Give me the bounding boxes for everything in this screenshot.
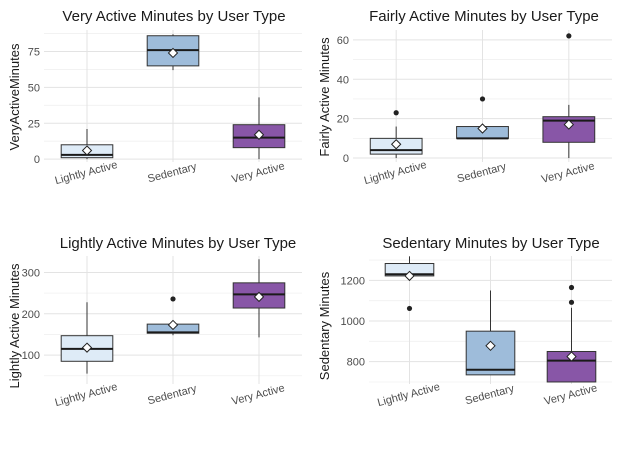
y-tick-label: 1200 bbox=[341, 275, 365, 287]
panel-title: Sedentary Minutes by User Type bbox=[382, 235, 599, 252]
box-sedentary bbox=[146, 34, 200, 71]
box-sedentary bbox=[456, 96, 509, 140]
mean-marker bbox=[81, 342, 93, 353]
box-lightly-active bbox=[60, 302, 114, 374]
y-axis-title: Fairly Active Minutes bbox=[317, 37, 332, 157]
x-tick-label: Lightly Active bbox=[376, 381, 441, 409]
panel-sedentary-minutes: Sedentary Minutes by User Type Sedentary… bbox=[317, 235, 612, 409]
outlier-point bbox=[393, 110, 399, 116]
panel-fairly-active-minutes: Fairly Active Minutes by User Type Fairl… bbox=[317, 8, 612, 187]
outlier-point bbox=[479, 96, 486, 102]
mean-marker bbox=[477, 123, 488, 134]
x-tick-label: Lightly Active bbox=[54, 159, 119, 187]
y-tick-label: 50 bbox=[28, 82, 40, 94]
outlier-point bbox=[566, 33, 572, 39]
y-axis-title: Lightly Active Minutes bbox=[7, 263, 22, 389]
y-tick-label: 800 bbox=[347, 357, 365, 369]
mean-marker bbox=[563, 119, 575, 130]
mean-marker bbox=[167, 47, 179, 59]
box-very-active bbox=[542, 33, 596, 159]
mean-marker bbox=[390, 139, 402, 150]
y-tick-labels: 0 20 40 60 bbox=[337, 35, 349, 165]
mean-marker bbox=[404, 270, 415, 282]
x-tick-label: Sedentary bbox=[464, 383, 516, 408]
x-tick-label: Sedentary bbox=[146, 161, 198, 186]
y-tick-label: 25 bbox=[28, 118, 40, 130]
x-tick-labels: Lightly Active Sedentary Very Active bbox=[54, 159, 286, 187]
y-tick-labels: 100 200 300 bbox=[22, 268, 40, 363]
y-tick-labels: 800 1000 1200 bbox=[341, 275, 365, 368]
panel-title: Lightly Active Minutes by User Type bbox=[60, 235, 297, 252]
mean-marker bbox=[253, 291, 265, 303]
y-tick-label: 300 bbox=[22, 268, 40, 280]
panel-very-active-minutes: Very Active Minutes by User Type VeryAct… bbox=[7, 8, 302, 187]
outlier-point bbox=[568, 299, 575, 305]
y-axis-title: Sedentary Minutes bbox=[317, 271, 332, 380]
x-tick-label: Very Active bbox=[543, 382, 599, 408]
box-lightly-active bbox=[369, 110, 423, 159]
box-sedentary bbox=[465, 290, 516, 376]
panel-title: Fairly Active Minutes by User Type bbox=[369, 8, 599, 25]
y-tick-label: 60 bbox=[337, 35, 349, 47]
y-tick-labels: 0 25 50 75 bbox=[28, 47, 40, 167]
y-tick-label: 100 bbox=[22, 350, 40, 362]
box-very-active bbox=[232, 97, 286, 160]
panel-title: Very Active Minutes by User Type bbox=[62, 8, 285, 25]
box-lightly-active bbox=[60, 129, 114, 160]
outlier-point bbox=[568, 284, 575, 291]
y-tick-label: 0 bbox=[343, 153, 349, 165]
y-axis-title: VeryActiveMinutes bbox=[7, 43, 22, 150]
box-lightly-active bbox=[384, 256, 435, 312]
mean-marker bbox=[566, 351, 577, 362]
x-tick-label: Very Active bbox=[230, 382, 286, 408]
y-tick-label: 200 bbox=[22, 309, 40, 321]
x-tick-label: Very Active bbox=[540, 160, 596, 186]
box-very-active bbox=[232, 259, 286, 338]
x-tick-labels: Lightly Active Sedentary Very Active bbox=[54, 381, 286, 409]
mean-marker bbox=[167, 319, 179, 331]
outlier-point bbox=[406, 305, 413, 312]
y-tick-label: 75 bbox=[28, 47, 40, 59]
y-tick-label: 40 bbox=[337, 74, 349, 86]
x-tick-label: Lightly Active bbox=[54, 381, 119, 409]
y-tick-label: 20 bbox=[337, 114, 349, 126]
x-tick-label: Very Active bbox=[230, 160, 286, 186]
x-tick-label: Lightly Active bbox=[363, 159, 428, 187]
outlier-point bbox=[170, 296, 176, 302]
box-iqr bbox=[465, 330, 516, 376]
box-sedentary bbox=[146, 296, 200, 336]
mean-marker bbox=[253, 129, 265, 140]
x-tick-label: Sedentary bbox=[456, 161, 508, 186]
y-tick-label: 0 bbox=[34, 154, 40, 166]
mean-marker bbox=[81, 145, 93, 156]
box-very-active bbox=[546, 284, 597, 383]
x-tick-labels: Lightly Active Sedentary Very Active bbox=[376, 381, 598, 409]
x-tick-label: Sedentary bbox=[146, 383, 198, 408]
mean-marker bbox=[485, 340, 496, 352]
x-tick-labels: Lightly Active Sedentary Very Active bbox=[363, 159, 596, 187]
panel-lightly-active-minutes: Lightly Active Minutes by User Type Ligh… bbox=[7, 235, 302, 409]
y-tick-label: 1000 bbox=[341, 316, 365, 328]
